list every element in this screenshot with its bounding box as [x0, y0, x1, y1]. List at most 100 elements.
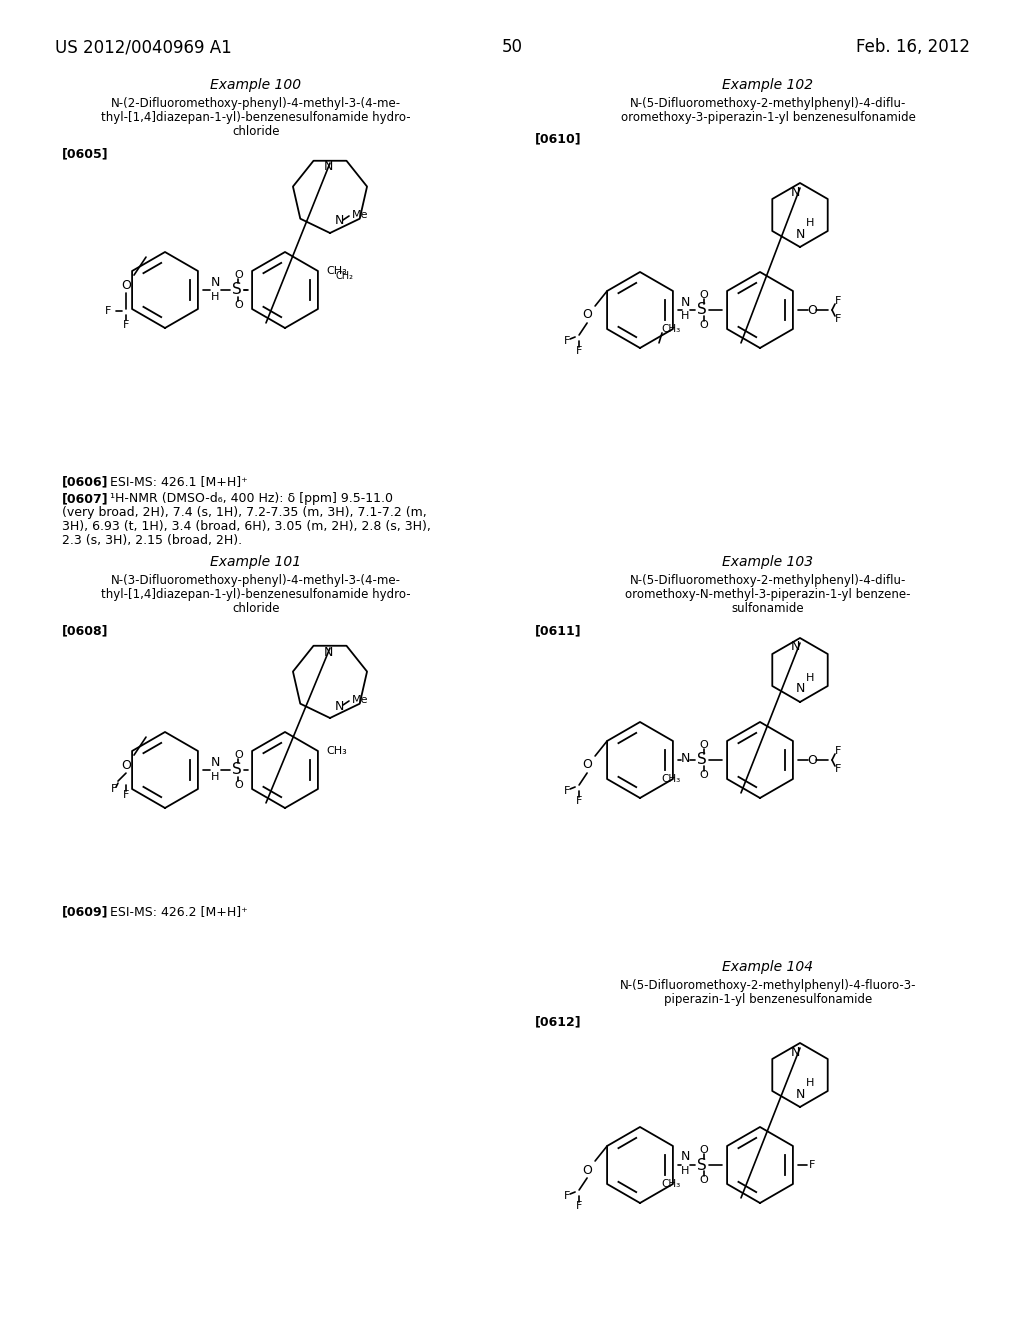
Text: F: F: [809, 1160, 815, 1170]
Text: F: F: [564, 785, 570, 796]
Text: [0605]: [0605]: [62, 147, 109, 160]
Text: N: N: [680, 751, 690, 764]
Text: O: O: [121, 759, 131, 772]
Text: N: N: [210, 276, 220, 289]
Text: Example 103: Example 103: [723, 554, 813, 569]
Text: H: H: [806, 218, 814, 228]
Text: Example 100: Example 100: [211, 78, 301, 92]
Text: S: S: [697, 1158, 707, 1172]
Text: O: O: [234, 750, 244, 760]
Text: N-(5-Difluoromethoxy-2-methylphenyl)-4-diflu-: N-(5-Difluoromethoxy-2-methylphenyl)-4-d…: [630, 96, 906, 110]
Text: F: F: [123, 319, 129, 330]
Text: N: N: [324, 161, 333, 173]
Text: N-(5-Difluoromethoxy-2-methylphenyl)-4-fluoro-3-: N-(5-Difluoromethoxy-2-methylphenyl)-4-f…: [620, 979, 916, 993]
Text: Example 104: Example 104: [723, 960, 813, 974]
Text: CH₂: CH₂: [336, 271, 354, 281]
Text: O: O: [699, 1175, 709, 1185]
Text: [0609]: [0609]: [62, 906, 109, 917]
Text: F: F: [564, 1191, 570, 1201]
Text: N-(5-Difluoromethoxy-2-methylphenyl)-4-diflu-: N-(5-Difluoromethoxy-2-methylphenyl)-4-d…: [630, 574, 906, 587]
Text: O: O: [699, 319, 709, 330]
Text: F: F: [575, 346, 583, 356]
Text: H: H: [211, 292, 219, 302]
Text: Example 101: Example 101: [211, 554, 301, 569]
Text: O: O: [699, 1144, 709, 1155]
Text: CH₃: CH₃: [662, 1179, 680, 1189]
Text: H: H: [806, 1078, 814, 1088]
Text: O: O: [234, 300, 244, 310]
Text: S: S: [232, 282, 242, 297]
Text: F: F: [835, 764, 841, 774]
Text: N: N: [335, 700, 344, 713]
Text: Feb. 16, 2012: Feb. 16, 2012: [856, 38, 970, 55]
Text: [0612]: [0612]: [535, 1015, 582, 1028]
Text: oromethoxy-N-methyl-3-piperazin-1-yl benzene-: oromethoxy-N-methyl-3-piperazin-1-yl ben…: [626, 587, 910, 601]
Text: chloride: chloride: [232, 125, 280, 139]
Text: O: O: [699, 741, 709, 750]
Text: ESI-MS: 426.1 [M+H]⁺: ESI-MS: 426.1 [M+H]⁺: [110, 475, 248, 488]
Text: O: O: [583, 1163, 592, 1176]
Text: F: F: [575, 1201, 583, 1210]
Text: sulfonamide: sulfonamide: [732, 602, 804, 615]
Text: 3H), 6.93 (t, 1H), 3.4 (broad, 6H), 3.05 (m, 2H), 2.8 (s, 3H),: 3H), 6.93 (t, 1H), 3.4 (broad, 6H), 3.05…: [62, 520, 431, 533]
Text: piperazin-1-yl benzenesulfonamide: piperazin-1-yl benzenesulfonamide: [664, 993, 872, 1006]
Text: O: O: [699, 290, 709, 300]
Text: [0608]: [0608]: [62, 624, 109, 638]
Text: N-(3-Difluoromethoxy-phenyl)-4-methyl-3-(4-me-: N-(3-Difluoromethoxy-phenyl)-4-methyl-3-…: [111, 574, 401, 587]
Text: US 2012/0040969 A1: US 2012/0040969 A1: [55, 38, 231, 55]
Text: F: F: [575, 796, 583, 807]
Text: Me: Me: [352, 210, 369, 220]
Text: CH₃: CH₃: [326, 267, 347, 276]
Text: N: N: [335, 214, 344, 227]
Text: N: N: [324, 645, 333, 659]
Text: H: H: [681, 312, 689, 321]
Text: [0606]: [0606]: [62, 475, 109, 488]
Text: CH₃: CH₃: [662, 774, 680, 784]
Text: H: H: [681, 1166, 689, 1176]
Text: [0607]: [0607]: [62, 492, 109, 506]
Text: O: O: [234, 780, 244, 789]
Text: 2.3 (s, 3H), 2.15 (broad, 2H).: 2.3 (s, 3H), 2.15 (broad, 2H).: [62, 535, 242, 546]
Text: O: O: [807, 304, 817, 317]
Text: ¹H-NMR (DMSO-d₆, 400 Hz): δ [ppm] 9.5-11.0: ¹H-NMR (DMSO-d₆, 400 Hz): δ [ppm] 9.5-11…: [110, 492, 393, 506]
Text: thyl-[1,4]diazepan-1-yl)-benzenesulfonamide hydro-: thyl-[1,4]diazepan-1-yl)-benzenesulfonam…: [101, 587, 411, 601]
Text: O: O: [121, 279, 131, 292]
Text: CH₃: CH₃: [662, 323, 680, 334]
Text: (very broad, 2H), 7.4 (s, 1H), 7.2-7.35 (m, 3H), 7.1-7.2 (m,: (very broad, 2H), 7.4 (s, 1H), 7.2-7.35 …: [62, 506, 427, 519]
Text: S: S: [697, 302, 707, 318]
Text: 50: 50: [502, 38, 522, 55]
Text: F: F: [835, 296, 841, 306]
Text: F: F: [104, 306, 112, 315]
Text: N: N: [796, 227, 805, 240]
Text: Example 102: Example 102: [723, 78, 813, 92]
Text: F: F: [835, 746, 841, 756]
Text: ESI-MS: 426.2 [M+H]⁺: ESI-MS: 426.2 [M+H]⁺: [110, 906, 248, 917]
Text: O: O: [699, 770, 709, 780]
Text: O: O: [583, 309, 592, 322]
Text: oromethoxy-3-piperazin-1-yl benzenesulfonamide: oromethoxy-3-piperazin-1-yl benzenesulfo…: [621, 111, 915, 124]
Text: N: N: [796, 1088, 805, 1101]
Text: Me: Me: [352, 696, 369, 705]
Text: F: F: [123, 791, 129, 800]
Text: [0610]: [0610]: [535, 132, 582, 145]
Text: thyl-[1,4]diazepan-1-yl)-benzenesulfonamide hydro-: thyl-[1,4]diazepan-1-yl)-benzenesulfonam…: [101, 111, 411, 124]
Text: N: N: [680, 296, 690, 309]
Text: CH₃: CH₃: [326, 746, 347, 756]
Text: N: N: [791, 186, 800, 198]
Text: H: H: [211, 772, 219, 781]
Text: O: O: [583, 759, 592, 771]
Text: N: N: [796, 682, 805, 696]
Text: [0611]: [0611]: [535, 624, 582, 638]
Text: N: N: [210, 756, 220, 770]
Text: N: N: [791, 1045, 800, 1059]
Text: N-(2-Difluoromethoxy-phenyl)-4-methyl-3-(4-me-: N-(2-Difluoromethoxy-phenyl)-4-methyl-3-…: [111, 96, 401, 110]
Text: S: S: [232, 763, 242, 777]
Text: chloride: chloride: [232, 602, 280, 615]
Text: O: O: [807, 754, 817, 767]
Text: F: F: [111, 784, 117, 795]
Text: F: F: [835, 314, 841, 323]
Text: N: N: [791, 640, 800, 653]
Text: O: O: [234, 271, 244, 280]
Text: S: S: [697, 752, 707, 767]
Text: N: N: [680, 1151, 690, 1163]
